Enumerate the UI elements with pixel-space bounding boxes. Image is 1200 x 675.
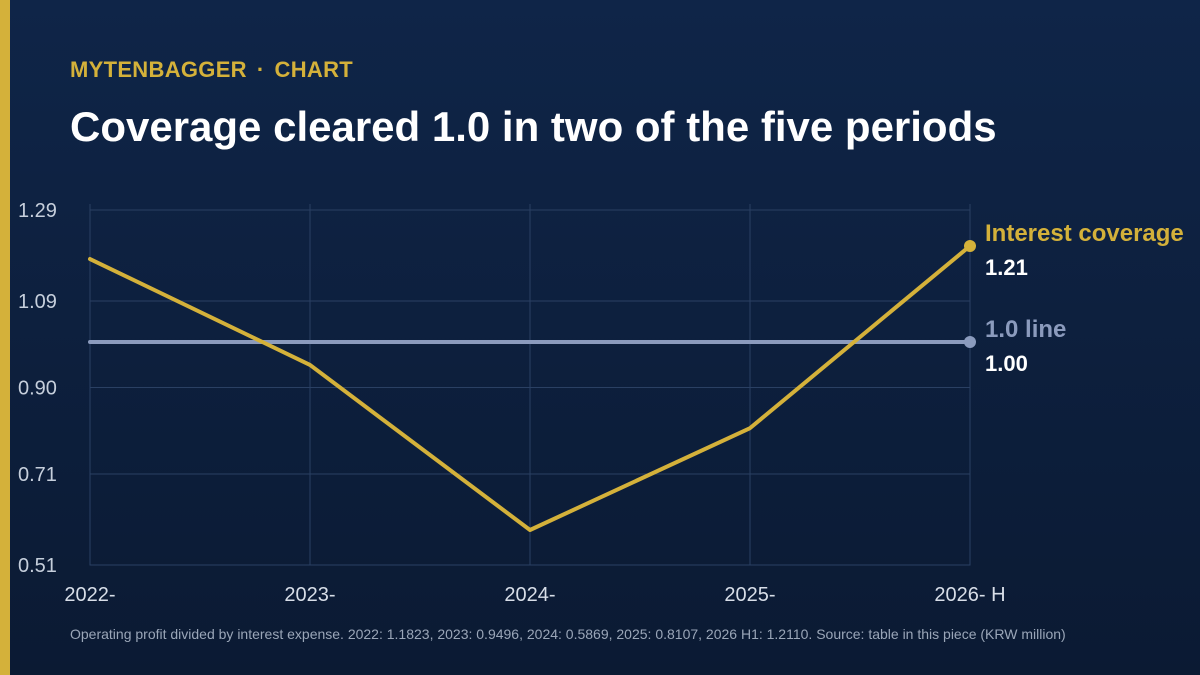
chart-title: Coverage cleared 1.0 in two of the five … [70, 103, 997, 150]
coverage-end-value: 1.21 [985, 255, 1028, 280]
x-tick-label: 2026- H [934, 584, 1005, 606]
eyebrow: MYTENBAGGER · CHART [70, 57, 353, 83]
x-tick-label: 2025- [724, 584, 775, 606]
section-label: CHART [274, 57, 354, 82]
coverage-series-label: Interest coverage [985, 220, 1184, 247]
reference-endpoint [964, 335, 976, 348]
y-tick-label: 1.29 [18, 200, 57, 222]
reference-series-label: 1.0 line [985, 316, 1066, 343]
y-tick-label: 0.90 [18, 378, 57, 400]
brand-label: MYTENBAGGER [70, 57, 247, 82]
x-tick-label: 2022- [64, 584, 115, 606]
y-tick-label: 0.71 [18, 464, 57, 486]
y-tick-label: 1.09 [18, 291, 57, 313]
x-tick-label: 2023- [284, 584, 335, 606]
x-tick-label: 2024- [504, 584, 555, 606]
reference-end-value: 1.00 [985, 351, 1028, 376]
y-tick-label: 0.51 [18, 555, 57, 577]
eyebrow-separator: · [256, 57, 265, 82]
coverage-endpoint [964, 239, 976, 252]
accent-bar [0, 0, 10, 675]
chart-caption: Operating profit divided by interest exp… [70, 626, 1066, 642]
coverage-line [88, 243, 972, 533]
